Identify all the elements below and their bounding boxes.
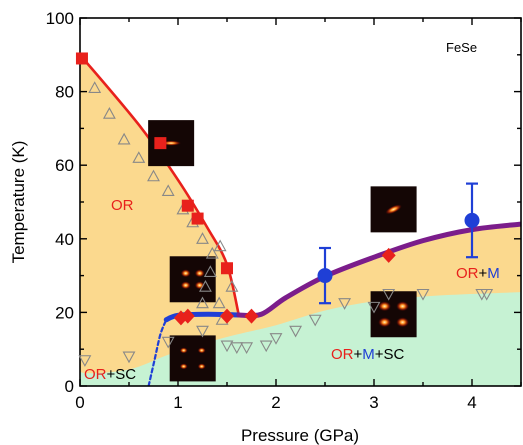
red-square-marker [154, 137, 167, 150]
gray-triangle-up-marker [225, 279, 239, 292]
red-square-marker [75, 52, 88, 65]
blue-circle-marker [464, 182, 480, 259]
gray-triangle-up-marker [102, 107, 116, 119]
gray-triangle-down-marker [240, 342, 254, 355]
diffraction-inset-single-diagonal [370, 186, 417, 233]
blue-circle-marker [317, 246, 333, 305]
gray-triangle-up-marker [132, 151, 146, 163]
red-square-marker [181, 199, 194, 212]
x-tick-label: 3 [369, 393, 378, 412]
gray-triangle-down-marker [220, 340, 234, 353]
gray-triangle-down-marker [308, 314, 322, 327]
gray-triangle-up-marker [199, 279, 212, 292]
label-or-m-sc: OR+M+SC [331, 346, 405, 363]
gray-triangle-up-marker [88, 81, 102, 93]
gray-triangle-down-marker [289, 325, 303, 338]
label-or-m-sc-plus: + [354, 346, 363, 363]
x-tick-label: 0 [75, 393, 84, 412]
gray-triangle-up-marker [196, 296, 209, 309]
label-or-m-sc-m: M [362, 346, 375, 363]
y-tick-label: 60 [55, 156, 74, 175]
gray-triangle-up-marker [196, 232, 209, 244]
label-or-m-or: OR [456, 265, 479, 282]
x-tick-label: 4 [467, 393, 476, 412]
label-or-m-sc-sc: +SC [375, 346, 405, 363]
y-tick-label: 100 [46, 9, 74, 28]
label-or: OR [111, 197, 134, 214]
red-square-marker [191, 212, 204, 225]
x-tick-label: 1 [173, 393, 182, 412]
gray-triangle-down-marker [78, 355, 92, 367]
y-tick-label: 80 [55, 83, 74, 102]
red-diamond-marker [244, 308, 259, 324]
diffraction-inset-four-spot-dim [169, 335, 216, 382]
red-diamond-marker [381, 247, 396, 263]
gray-triangle-down-marker [367, 301, 381, 314]
label-or-m-plus: + [479, 265, 488, 282]
gray-triangle-down-marker [480, 288, 494, 301]
gray-triangle-up-marker [212, 296, 226, 309]
red-diamond-marker [180, 308, 195, 324]
gray-triangle-up-marker [161, 184, 175, 197]
diffraction-inset-four-spot-strong [370, 291, 417, 338]
gray-triangle-up-marker [117, 132, 131, 145]
phase-line-blue-dashed [147, 318, 168, 386]
gray-triangle-down-marker [416, 288, 430, 301]
y-tick-label: 40 [55, 230, 74, 249]
gray-triangle-down-marker [161, 336, 175, 349]
label-or-sc-sc: +SC [107, 366, 137, 383]
gray-triangle-up-marker [203, 265, 217, 277]
label-or-sc-or: OR [84, 366, 107, 383]
diffraction-inset-four-spot [169, 256, 216, 303]
y-axis-label: Temperature (K) [9, 141, 28, 264]
gray-triangle-down-marker [230, 342, 244, 355]
gray-triangle-down-marker [269, 333, 283, 345]
gray-triangle-down-marker [122, 351, 136, 364]
gray-triangle-down-marker [196, 325, 209, 338]
gray-triangle-up-marker [205, 246, 219, 259]
gray-triangle-up-marker [147, 169, 160, 182]
diffraction-insets [148, 120, 417, 382]
y-tick-label: 0 [65, 377, 74, 396]
phase-line-purple-solid [236, 221, 521, 319]
y-tick-label: 20 [55, 303, 74, 322]
data-markers [75, 52, 494, 367]
label-or-sc: OR+SC [84, 366, 136, 383]
label-or-m-sc-or: OR [331, 346, 354, 363]
red-square-marker [221, 262, 233, 275]
x-axis-label: Pressure (GPa) [241, 426, 359, 445]
gray-triangle-down-marker [382, 288, 396, 301]
gray-triangle-up-marker [213, 239, 227, 252]
gray-triangle-down-marker [259, 340, 273, 353]
panel-label: FeSe [446, 40, 477, 55]
x-tick-label: 2 [271, 393, 280, 412]
label-or-m-m: M [487, 265, 500, 282]
red-diamond-marker [220, 308, 234, 324]
gray-triangle-down-marker [338, 298, 352, 310]
label-or-m: OR+M [456, 265, 500, 282]
